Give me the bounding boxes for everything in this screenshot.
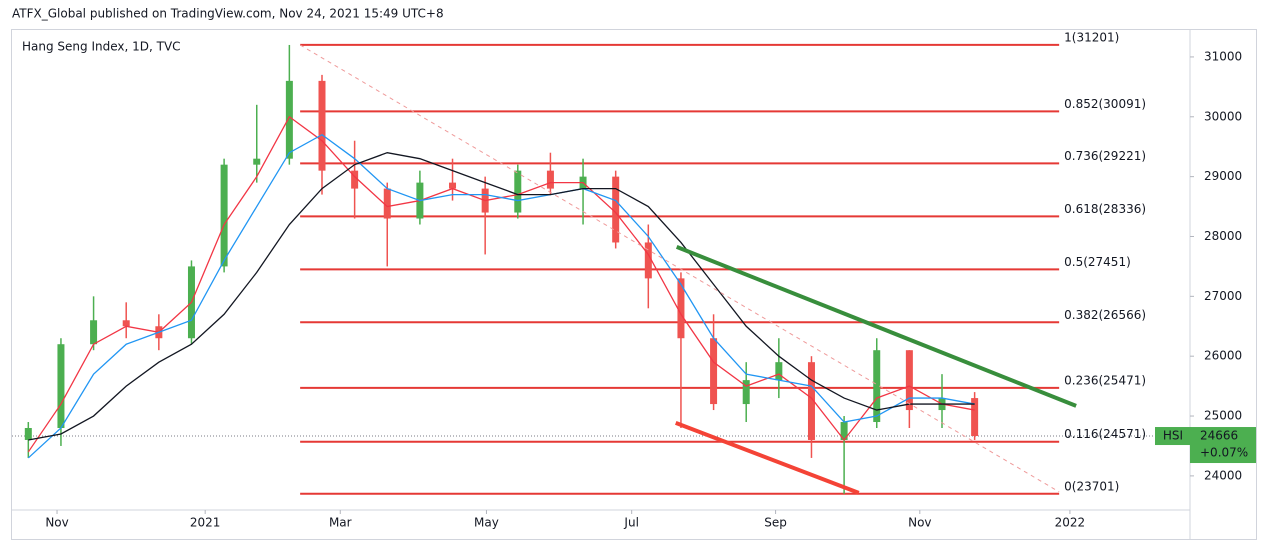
fib-label: 0.852(30091): [1064, 97, 1146, 111]
candle-body: [807, 362, 815, 440]
candle-body: [905, 350, 913, 411]
symbol-label: HSI: [1163, 429, 1183, 443]
fib-label: 0(23701): [1064, 479, 1119, 493]
y-tick-label: 29000: [1204, 169, 1242, 183]
y-tick-label: 25000: [1204, 409, 1242, 423]
frame: [11, 29, 1257, 540]
x-tick-label: 2021: [190, 516, 221, 530]
x-tick-label: May: [474, 516, 499, 530]
candle-body: [449, 182, 457, 189]
candle-body: [318, 80, 326, 171]
candle-body: [775, 362, 783, 381]
candle-body: [840, 422, 848, 440]
trendline: [675, 245, 1077, 408]
x-tick-label: Nov: [908, 516, 931, 530]
candle-body: [122, 320, 130, 327]
candle-body: [742, 380, 750, 405]
y-tick-label: 30000: [1204, 109, 1242, 123]
trendline: [299, 44, 1060, 493]
fib-label: 1(31201): [1064, 30, 1119, 44]
x-tick-label: Sep: [764, 516, 787, 530]
moving-average: [27, 133, 975, 459]
y-tick-label: 31000: [1204, 49, 1242, 63]
symbol-tag: [1155, 427, 1191, 446]
candle-body: [873, 350, 881, 423]
moving-average: [28, 152, 975, 441]
candle-body: [514, 170, 522, 213]
y-tick-label: 27000: [1204, 289, 1242, 303]
fib-label: 0.116(24571): [1064, 427, 1146, 441]
y-tick-label: 26000: [1204, 349, 1242, 363]
candle-body: [57, 344, 65, 429]
fib-label: 0.236(25471): [1064, 373, 1146, 387]
price-label: 24666: [1200, 429, 1238, 443]
fib-label: 0.618(28336): [1064, 202, 1146, 216]
x-tick-label: Mar: [329, 516, 352, 530]
fib-label: 0.382(26566): [1064, 308, 1146, 322]
chart-title: Hang Seng Index, 1D, TVC: [22, 40, 181, 54]
x-tick-label: Nov: [45, 516, 68, 530]
change-label: +0.07%: [1200, 446, 1248, 460]
candle-body: [90, 320, 98, 345]
candle-body: [971, 398, 979, 437]
candle-body: [351, 170, 359, 189]
y-tick-label: 24000: [1204, 468, 1242, 482]
candle-body: [253, 158, 261, 165]
header: ATFX_Global published on TradingView.com…: [12, 7, 444, 21]
candle-body: [24, 428, 32, 440]
candle-body: [285, 80, 293, 159]
fib-label: 0.736(29221): [1064, 149, 1146, 163]
x-tick-label: 2022: [1055, 516, 1086, 530]
candle-body: [546, 170, 554, 189]
fib-label: 0.5(27451): [1064, 255, 1131, 269]
candle-body: [383, 188, 391, 219]
x-tick-label: Jul: [623, 516, 638, 530]
candle-body: [710, 338, 718, 405]
candle-body: [677, 278, 685, 339]
y-tick-label: 28000: [1204, 229, 1242, 243]
candle-body: [220, 164, 228, 267]
plot-area: [12, 43, 1190, 495]
trendline: [675, 421, 860, 495]
candle-body: [644, 242, 652, 279]
candle-body: [612, 176, 620, 243]
price-tag: [1190, 427, 1256, 464]
